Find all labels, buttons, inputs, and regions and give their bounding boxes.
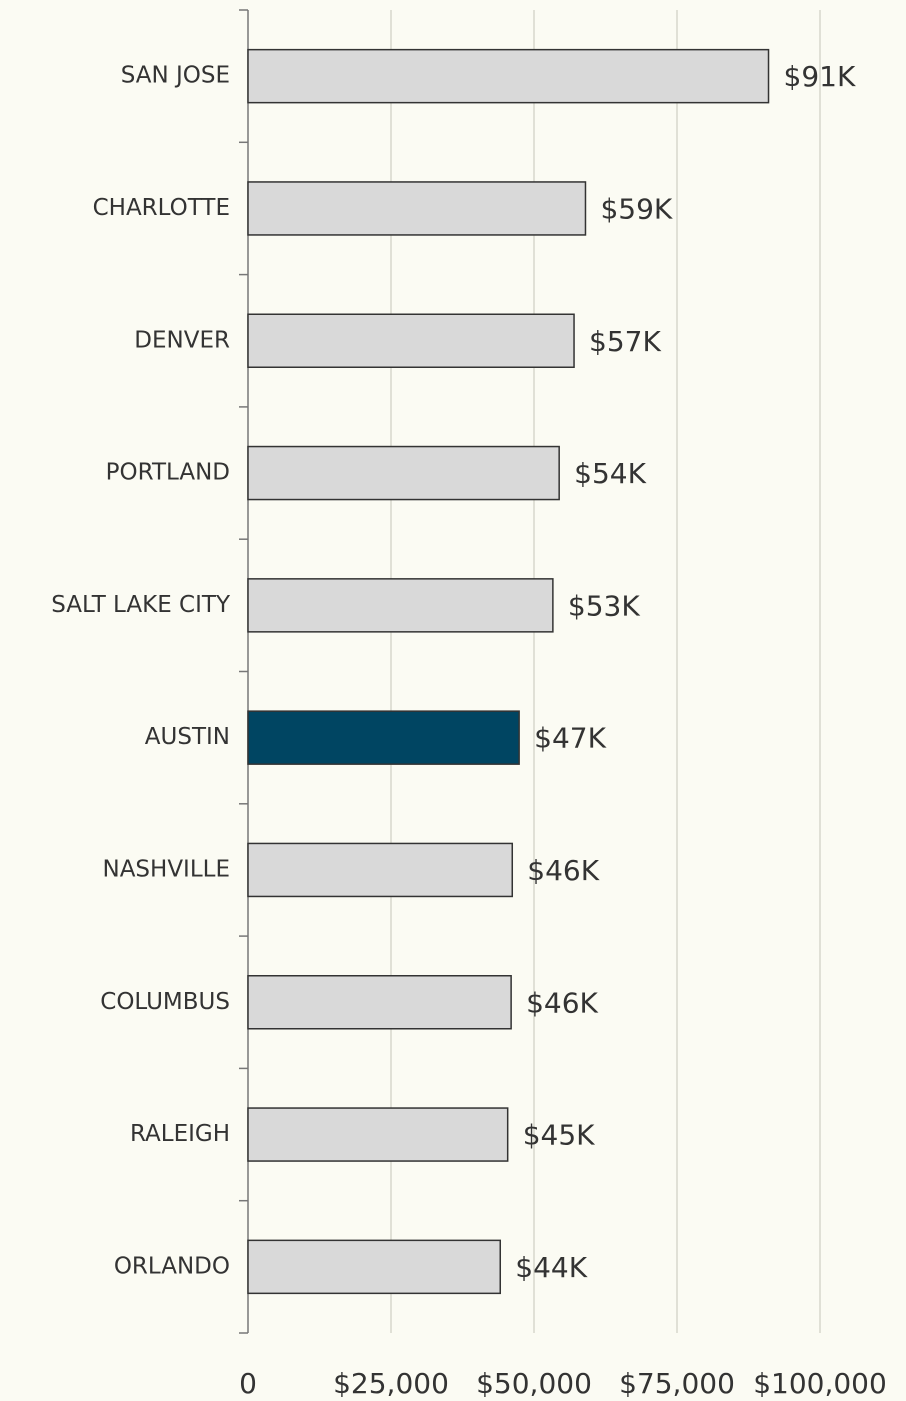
bar (247, 445, 560, 501)
y-tick-label: CHARLOTTE (93, 195, 230, 221)
y-tick-label: SAN JOSE (121, 63, 230, 89)
data-label: $91K (784, 60, 856, 93)
data-label: $53K (568, 589, 640, 622)
data-label: $47K (534, 722, 606, 755)
data-label: $44K (515, 1251, 587, 1284)
y-tick-label: SALT LAKE CITY (51, 592, 231, 618)
x-tick-label: $25,000 (333, 1367, 449, 1400)
bar (247, 975, 512, 1030)
bar (247, 181, 587, 236)
y-tick-label: ORLANDO (114, 1253, 230, 1279)
y-tick-label: PORTLAND (106, 460, 230, 486)
bar (247, 1239, 502, 1295)
data-label: $46K (526, 986, 598, 1019)
x-tick-label: $75,000 (619, 1367, 735, 1400)
data-label: $45K (523, 1119, 595, 1152)
x-tick-label: $100,000 (753, 1367, 887, 1400)
y-tick-label: NASHVILLE (102, 856, 230, 882)
bar (247, 710, 520, 765)
bar (247, 842, 514, 898)
bar (247, 578, 554, 633)
y-tick-label: AUSTIN (145, 724, 230, 750)
x-tick-label: $50,000 (476, 1367, 592, 1400)
y-tick-label: COLUMBUS (100, 989, 230, 1015)
data-label: $57K (589, 325, 661, 358)
data-label: $46K (527, 854, 599, 887)
y-tick-label: DENVER (134, 327, 230, 353)
y-tick-label: RALEIGH (130, 1121, 230, 1147)
data-label: $54K (574, 457, 646, 490)
data-label: $59K (600, 192, 672, 225)
bar (247, 1107, 509, 1162)
bar (247, 313, 575, 368)
bar (247, 48, 770, 104)
x-tick-label: 0 (239, 1367, 257, 1400)
